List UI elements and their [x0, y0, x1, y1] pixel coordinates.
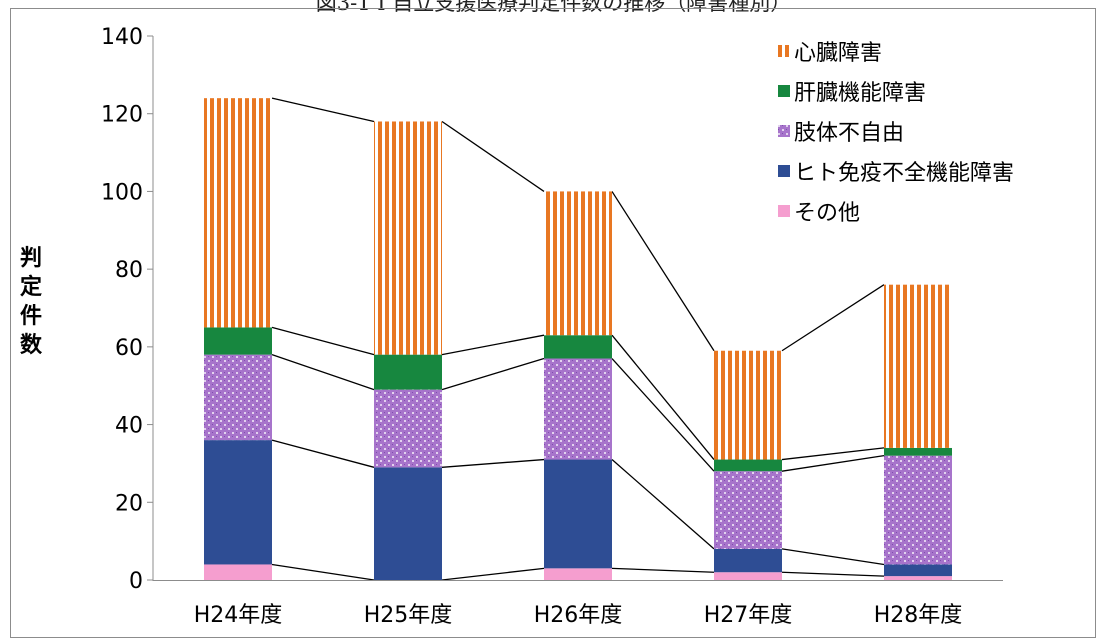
- legend-label-0: その他: [794, 201, 861, 226]
- x-tick-label-h26: H26年度: [534, 603, 623, 628]
- series-line-1-segment-2: [611, 459, 715, 550]
- legend-label-4: 心臓障害: [794, 41, 883, 66]
- legend-item-2: 肢体不自由: [778, 113, 1014, 149]
- bar-h25-series-1: [374, 467, 442, 580]
- legend-swatch-fill: [778, 165, 790, 177]
- bar-h24-series-2: [204, 354, 272, 441]
- bar-h27-series-4: [714, 350, 782, 460]
- bar-h28-series-3: [884, 447, 952, 456]
- legend-swatch-fill: [778, 45, 790, 57]
- legend-swatch-fill: [778, 85, 790, 97]
- y-tick-label: 100: [101, 180, 143, 205]
- bar-h27-series-2: [714, 471, 782, 549]
- chart-frame: [10, 8, 1096, 638]
- y-tick-label: 140: [101, 25, 143, 50]
- bar-h28-series-1: [884, 564, 952, 577]
- series-line-2-segment-1: [441, 357, 545, 391]
- series-line-1-segment-3: [781, 548, 885, 566]
- bar-h28-series-4: [884, 284, 952, 448]
- legend-item-3: 肝臓機能障害: [778, 73, 1014, 109]
- bar-h25-series-4: [374, 121, 442, 355]
- series-line-4-segment-0: [271, 97, 375, 123]
- legend-item-4: 心臓障害: [778, 33, 1014, 69]
- bar-h26-series-2: [544, 358, 612, 460]
- bar-h27-series-0: [714, 572, 782, 580]
- series-line-0-segment-1: [441, 567, 545, 581]
- legend-swatch-4: [778, 45, 790, 57]
- bar-h26-series-0: [544, 568, 612, 580]
- legend-swatch-0: [778, 205, 790, 217]
- bar-h24-series-3: [204, 327, 272, 355]
- series-line-4-segment-2: [611, 191, 715, 352]
- legend-swatch-2: [778, 125, 790, 137]
- series-line-3-segment-0: [271, 326, 375, 356]
- series-line-0-segment-3: [781, 571, 885, 577]
- y-axis-label: 判定件数: [19, 246, 42, 358]
- bar-h24-series-1: [204, 440, 272, 565]
- bar-h26-series-3: [544, 335, 612, 359]
- y-tick-label: 120: [101, 103, 143, 128]
- chart-title: 図3-1 Ⅰ 自立支援医療判定件数の推移（障害種別）: [315, 0, 792, 15]
- legend-label-3: 肝臓機能障害: [794, 81, 927, 106]
- series-line-1-segment-1: [441, 458, 545, 468]
- legend-swatch-fill: [778, 125, 790, 137]
- series-line-4-segment-1: [441, 120, 545, 192]
- series-line-3-segment-1: [441, 334, 545, 356]
- y-tick-label: 20: [115, 491, 143, 516]
- legend-item-0: その他: [778, 193, 1014, 229]
- series-line-4-segment-3: [781, 284, 885, 352]
- y-tick-label: 40: [115, 414, 143, 439]
- legend: 心臓障害肝臓機能障害 肢体不自由ヒト免疫不全機能障害 その他: [778, 33, 1014, 233]
- bar-h26-series-4: [544, 191, 612, 336]
- y-tick-label: 80: [115, 258, 143, 283]
- legend-swatch-fill: [778, 205, 790, 217]
- series-line-2-segment-3: [781, 455, 885, 472]
- legend-item-1: ヒト免疫不全機能障害: [778, 153, 1014, 189]
- bar-h26-series-1: [544, 459, 612, 569]
- bar-h25-series-2: [374, 389, 442, 468]
- x-tick-label-h25: H25年度: [364, 603, 453, 628]
- bar-h25-series-3: [374, 354, 442, 390]
- bar-h27-series-1: [714, 548, 782, 573]
- legend-swatch-1: [778, 165, 790, 177]
- y-tick-label: 60: [115, 336, 143, 361]
- x-tick-label-h24: H24年度: [194, 603, 283, 628]
- series-line-3-segment-3: [781, 447, 885, 461]
- bar-h27-series-3: [714, 459, 782, 472]
- legend-swatch-3: [778, 85, 790, 97]
- legend-label-1: ヒト免疫不全機能障害: [794, 161, 1015, 186]
- series-line-3-segment-2: [611, 334, 715, 460]
- bar-h28-series-0: [884, 576, 952, 580]
- bar-h24-series-4: [204, 98, 272, 328]
- y-tick-label: 0: [129, 569, 143, 594]
- series-line-2-segment-0: [271, 354, 375, 391]
- x-tick-label-h28: H28年度: [874, 603, 963, 628]
- legend-label-2: 肢体不自由: [794, 121, 905, 146]
- x-tick-label-h27: H27年度: [704, 603, 793, 628]
- series-line-2-segment-2: [611, 358, 715, 472]
- series-line-0-segment-0: [271, 563, 375, 581]
- series-line-1-segment-0: [271, 439, 375, 468]
- bar-h24-series-0: [204, 564, 272, 580]
- series-line-0-segment-2: [611, 567, 715, 573]
- bar-h28-series-2: [884, 455, 952, 565]
